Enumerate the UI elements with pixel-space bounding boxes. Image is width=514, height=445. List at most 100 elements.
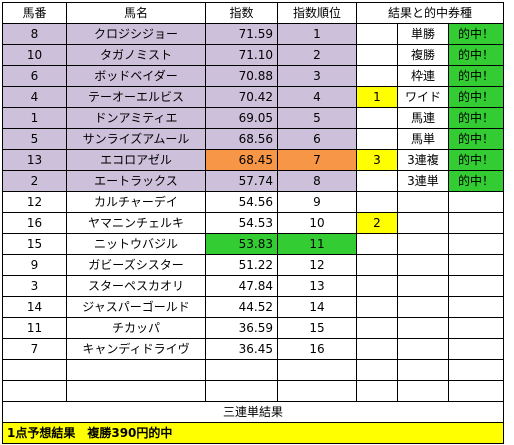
bet-type: 複勝 — [397, 44, 449, 66]
finish-mark — [356, 338, 398, 360]
index-rank: 5 — [277, 107, 357, 129]
index-value: 54.56 — [205, 191, 278, 213]
horse-number: 8 — [2, 23, 67, 45]
header-num: 馬番 — [2, 2, 67, 24]
hit-label — [448, 275, 504, 297]
bet-type — [397, 359, 449, 381]
footer-title: 三連単結果 — [2, 401, 504, 423]
header-result: 結果と的中券種 — [356, 2, 504, 24]
finish-mark — [356, 65, 398, 87]
finish-mark — [356, 275, 398, 297]
bet-type: 枠連 — [397, 65, 449, 87]
bet-type: 3連単 — [397, 170, 449, 192]
index-value: 68.45 — [205, 149, 278, 171]
index-rank: 16 — [277, 338, 357, 360]
horse-number: 7 — [2, 338, 67, 360]
index-value: 47.84 — [205, 275, 278, 297]
bet-type — [397, 338, 449, 360]
hit-label: 的中！ — [448, 65, 504, 87]
table-row: 3 スターペスカオリ 47.84 13 — [2, 275, 504, 297]
horse-number — [2, 359, 67, 381]
index-rank: 6 — [277, 128, 357, 150]
bet-type — [397, 233, 449, 255]
horse-name: ボッドベイダー — [66, 65, 206, 87]
finish-mark: 2 — [356, 212, 398, 234]
bet-type — [397, 317, 449, 339]
index-value: 71.10 — [205, 44, 278, 66]
table-row: 10 タガノミスト 71.10 2 複勝 的中！ — [2, 44, 504, 66]
header-rank: 指数順位 — [277, 2, 357, 24]
table-row: 2 エートラックス 57.74 8 3連単 的中！ — [2, 170, 504, 192]
horse-name: スターペスカオリ — [66, 275, 206, 297]
horse-number: 3 — [2, 275, 67, 297]
index-rank: 11 — [277, 233, 357, 255]
table-row: 1 ドンアミティエ 69.05 5 馬連 的中！ — [2, 107, 504, 129]
index-value: 54.53 — [205, 212, 278, 234]
bet-type — [397, 254, 449, 276]
table-row: 15 ニットウバジル 53.83 11 — [2, 233, 504, 255]
index-rank: 13 — [277, 275, 357, 297]
bet-type — [397, 296, 449, 318]
hit-label: 的中！ — [448, 107, 504, 129]
horse-number: 4 — [2, 86, 67, 108]
horse-name: キャンディドライヴ — [66, 338, 206, 360]
index-value: 36.45 — [205, 338, 278, 360]
horse-number: 15 — [2, 233, 67, 255]
finish-mark — [356, 233, 398, 255]
hit-label — [448, 191, 504, 213]
sheet-body: 馬番 馬名 指数 指数順位 結果と的中券種 8 クロジシジョー 71.59 1 単勝 的中… — [2, 2, 504, 444]
index-rank — [277, 380, 357, 402]
table-row: 11 チカッパ 36.59 15 — [2, 317, 504, 339]
result-sheet: 馬番 馬名 指数 指数順位 結果と的中券種 8 クロジシジョー 71.59 1 単勝 的中… — [2, 2, 504, 444]
horse-number: 6 — [2, 65, 67, 87]
horse-name: エコロアゼル — [66, 149, 206, 171]
index-rank: 12 — [277, 254, 357, 276]
horse-number: 14 — [2, 296, 67, 318]
index-rank — [277, 359, 357, 381]
finish-mark — [356, 44, 398, 66]
bet-type: 3連複 — [397, 149, 449, 171]
table-row: 9 ガビーズシスター 51.22 12 — [2, 254, 504, 276]
index-rank: 7 — [277, 149, 357, 171]
index-rank: 2 — [277, 44, 357, 66]
index-rank: 10 — [277, 212, 357, 234]
finish-mark — [356, 380, 398, 402]
index-rank: 1 — [277, 23, 357, 45]
finish-mark — [356, 170, 398, 192]
table-row: 14 ジャスパーゴールド 44.52 14 — [2, 296, 504, 318]
finish-mark — [356, 254, 398, 276]
index-value: 71.59 — [205, 23, 278, 45]
index-rank: 15 — [277, 317, 357, 339]
hit-label: 的中！ — [448, 86, 504, 108]
hit-label — [448, 233, 504, 255]
table-row — [2, 359, 504, 381]
index-value: 69.05 — [205, 107, 278, 129]
index-value: 68.56 — [205, 128, 278, 150]
index-rank: 9 — [277, 191, 357, 213]
horse-name: タガノミスト — [66, 44, 206, 66]
horse-name: テーオーエルビス — [66, 86, 206, 108]
hit-label — [448, 254, 504, 276]
horse-name: カルチャーデイ — [66, 191, 206, 213]
index-value — [205, 380, 278, 402]
bet-type — [397, 275, 449, 297]
table-row — [2, 380, 504, 402]
horse-name: ジャスパーゴールド — [66, 296, 206, 318]
table-row: 5 サンライズアムール 68.56 6 馬単 的中！ — [2, 128, 504, 150]
hit-label: 的中！ — [448, 170, 504, 192]
finish-mark — [356, 23, 398, 45]
horse-name: ヤマニンチェルキ — [66, 212, 206, 234]
table-row: 4 テーオーエルビス 70.42 4 1 ワイド 的中！ — [2, 86, 504, 108]
horse-number: 9 — [2, 254, 67, 276]
horse-number: 1 — [2, 107, 67, 129]
bet-type: 馬単 — [397, 128, 449, 150]
bet-type — [397, 212, 449, 234]
table-row: 12 カルチャーデイ 54.56 9 — [2, 191, 504, 213]
finish-mark — [356, 107, 398, 129]
hit-label — [448, 338, 504, 360]
finish-mark — [356, 317, 398, 339]
horse-name — [66, 380, 206, 402]
finish-mark: 3 — [356, 149, 398, 171]
horse-name: ニットウバジル — [66, 233, 206, 255]
bet-type — [397, 191, 449, 213]
